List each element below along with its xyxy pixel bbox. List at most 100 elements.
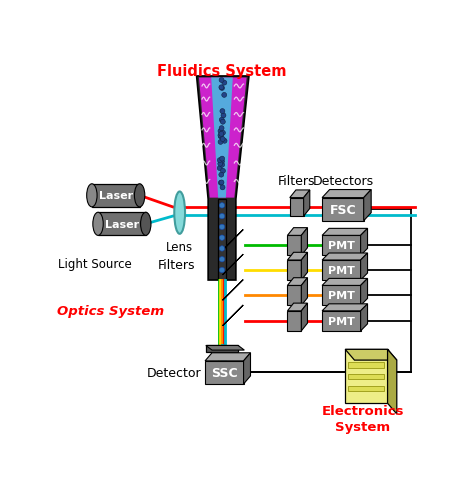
Circle shape <box>220 131 225 136</box>
Circle shape <box>217 166 222 171</box>
Circle shape <box>219 135 223 140</box>
Circle shape <box>220 120 225 125</box>
Circle shape <box>219 225 225 230</box>
Text: Optics System: Optics System <box>57 305 164 318</box>
Circle shape <box>219 126 224 132</box>
Text: Lens: Lens <box>166 240 193 253</box>
Polygon shape <box>244 353 251 384</box>
Polygon shape <box>301 228 307 256</box>
Polygon shape <box>348 363 385 368</box>
Polygon shape <box>197 77 249 280</box>
Text: Fluidics System: Fluidics System <box>157 64 287 79</box>
Circle shape <box>220 109 225 114</box>
Circle shape <box>219 157 225 162</box>
Ellipse shape <box>174 192 185 234</box>
Text: Laser: Laser <box>105 219 139 229</box>
Circle shape <box>219 118 224 123</box>
Circle shape <box>219 86 225 91</box>
Text: FSC: FSC <box>330 203 356 216</box>
Polygon shape <box>360 279 368 306</box>
Polygon shape <box>218 200 226 280</box>
Text: PMT: PMT <box>328 265 355 276</box>
Polygon shape <box>345 349 397 360</box>
Polygon shape <box>301 278 307 306</box>
Polygon shape <box>360 304 368 331</box>
Polygon shape <box>360 253 368 280</box>
Polygon shape <box>205 353 251 361</box>
Circle shape <box>219 203 225 209</box>
Circle shape <box>219 214 225 219</box>
Ellipse shape <box>93 213 103 236</box>
Polygon shape <box>301 253 307 280</box>
Polygon shape <box>322 190 371 198</box>
Polygon shape <box>92 184 140 207</box>
Circle shape <box>219 173 224 178</box>
Text: Electronics
System: Electronics System <box>321 404 404 433</box>
Text: PMT: PMT <box>328 316 355 326</box>
Circle shape <box>221 114 226 119</box>
Polygon shape <box>222 280 243 300</box>
Polygon shape <box>98 213 146 236</box>
Circle shape <box>222 139 227 144</box>
Polygon shape <box>304 191 310 216</box>
Text: Laser: Laser <box>99 191 133 201</box>
Polygon shape <box>322 261 360 280</box>
Circle shape <box>219 159 224 164</box>
Polygon shape <box>288 253 307 261</box>
Circle shape <box>220 137 225 142</box>
Polygon shape <box>199 78 246 198</box>
Circle shape <box>222 93 227 98</box>
Polygon shape <box>288 278 307 286</box>
Circle shape <box>219 132 224 137</box>
Polygon shape <box>288 311 301 331</box>
Polygon shape <box>211 78 233 198</box>
Circle shape <box>218 162 223 167</box>
Polygon shape <box>206 346 245 350</box>
Circle shape <box>219 181 223 186</box>
Polygon shape <box>206 346 238 352</box>
Text: PMT: PMT <box>328 291 355 301</box>
Circle shape <box>222 81 227 86</box>
Polygon shape <box>290 198 304 216</box>
Circle shape <box>219 268 225 273</box>
Text: PMT: PMT <box>328 241 355 251</box>
Circle shape <box>219 246 225 252</box>
Circle shape <box>219 78 224 83</box>
Polygon shape <box>288 286 301 306</box>
Text: Filters: Filters <box>278 175 315 188</box>
Circle shape <box>218 133 223 139</box>
Circle shape <box>220 169 226 174</box>
Polygon shape <box>322 286 360 306</box>
Circle shape <box>218 140 223 145</box>
Text: Filters: Filters <box>158 259 195 272</box>
Polygon shape <box>322 311 360 331</box>
Polygon shape <box>322 253 368 261</box>
Polygon shape <box>348 374 385 380</box>
Polygon shape <box>364 190 371 221</box>
Polygon shape <box>345 349 387 403</box>
Circle shape <box>219 160 224 165</box>
Polygon shape <box>288 261 301 280</box>
Polygon shape <box>288 303 307 311</box>
Circle shape <box>218 129 223 134</box>
Circle shape <box>220 185 225 191</box>
Circle shape <box>219 180 224 185</box>
Polygon shape <box>222 230 243 251</box>
Polygon shape <box>322 304 368 311</box>
Circle shape <box>219 257 225 263</box>
Polygon shape <box>205 361 244 384</box>
Circle shape <box>219 163 225 168</box>
Polygon shape <box>301 303 307 331</box>
Polygon shape <box>288 228 307 236</box>
Polygon shape <box>348 386 385 391</box>
Text: Detectors: Detectors <box>312 175 374 188</box>
Polygon shape <box>288 236 301 256</box>
Polygon shape <box>222 255 243 276</box>
Polygon shape <box>290 191 310 198</box>
Polygon shape <box>387 349 397 414</box>
Polygon shape <box>322 229 368 236</box>
Text: SSC: SSC <box>211 366 237 379</box>
Circle shape <box>219 85 224 91</box>
Ellipse shape <box>134 184 145 207</box>
Polygon shape <box>360 229 368 256</box>
